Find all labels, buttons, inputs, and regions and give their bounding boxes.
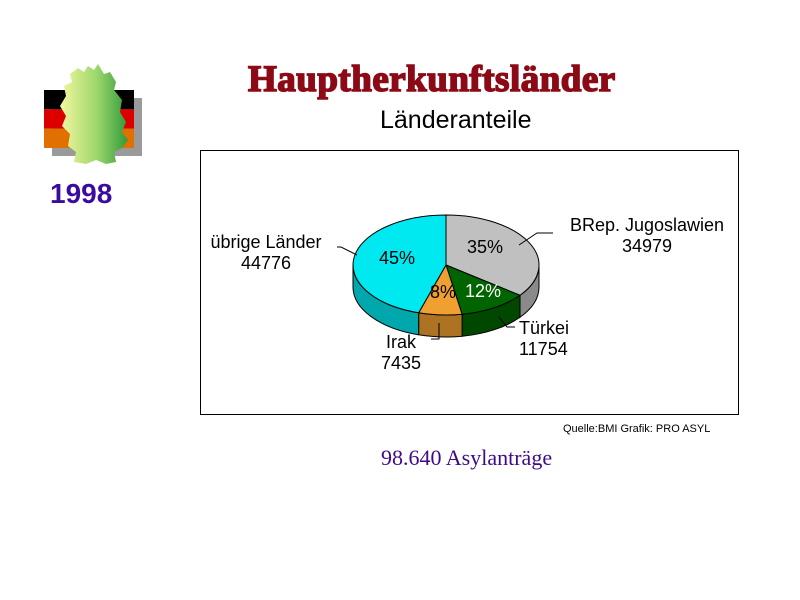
slice-value-label: 34979 [622, 236, 672, 256]
pie-side-irak [418, 312, 463, 338]
pie-slice--brige-l-nder [352, 214, 447, 314]
total-applications: 98.640 Asylanträge [381, 445, 553, 470]
pie-slice-t-rkei [445, 264, 522, 315]
slice-category-label: Irak [386, 332, 417, 352]
leader-line [498, 316, 515, 328]
leader-line [518, 232, 553, 246]
slice-category-label: übrige Länder [210, 232, 321, 252]
slice-percent-label: 35% [467, 237, 503, 257]
slice-value-label: 44776 [241, 253, 291, 273]
slice-percent-label: 45% [379, 248, 415, 268]
slice-category-label: Türkei [519, 318, 569, 338]
slice-value-label: 7435 [381, 353, 421, 373]
year-label: 1998 [50, 178, 113, 209]
page-title: Hauptherkunftsländer [247, 58, 616, 101]
slice-percent-label: 8% [430, 282, 456, 302]
chart-area: 35% 12% 8% 45% BRep. Jugoslawien 34979 Türkei 1… [200, 150, 739, 415]
leader-line [337, 246, 358, 256]
source-note: Quelle:BMI Grafik: PRO ASYL [563, 423, 711, 435]
slice-category-label: BRep. Jugoslawien [570, 215, 724, 235]
page-subtitle: Länderanteile [380, 106, 532, 134]
pie-slice-brep-jugoslawien [445, 214, 540, 296]
leader-line [431, 323, 440, 340]
slice-value-label: 11754 [519, 339, 568, 359]
germany-map-flag-icon [44, 64, 142, 164]
slice-percent-label: 12% [465, 281, 501, 301]
